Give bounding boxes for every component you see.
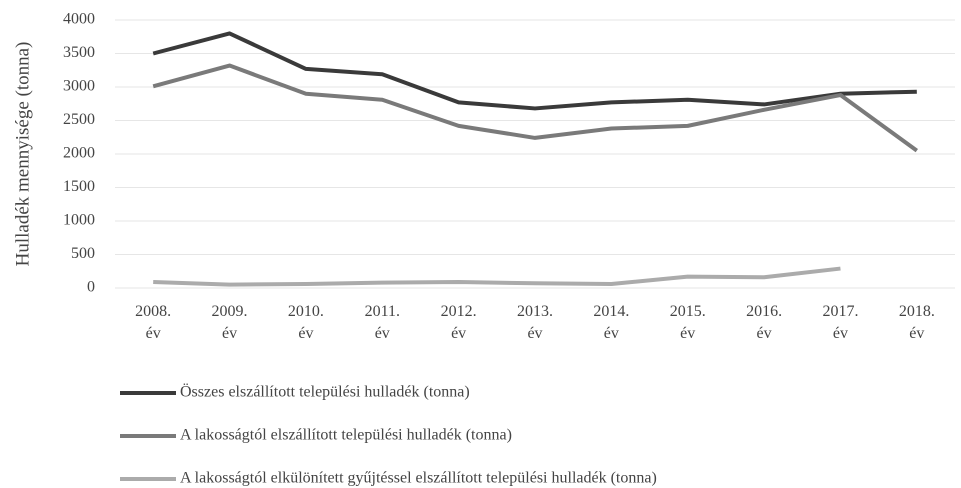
legend-label: A lakosságtól elszállított települési hu…	[180, 427, 512, 444]
x-tick-label: 2017. év	[822, 303, 858, 342]
y-tick-label: 1000	[63, 212, 95, 229]
x-tick-label: 2011. év	[365, 303, 400, 342]
x-tick-label: 2015. év	[670, 303, 706, 342]
y-tick-label: 4000	[63, 11, 95, 28]
y-tick-label: 2500	[63, 111, 95, 128]
x-tick-label: 2014. év	[593, 303, 629, 342]
y-tick-label: 3000	[63, 78, 95, 95]
x-tick-label: 2009. év	[212, 303, 248, 342]
x-tick-label: 2012. év	[441, 303, 477, 342]
y-tick-label: 3500	[63, 44, 95, 61]
y-tick-label: 0	[87, 279, 95, 296]
x-tick-label: 2013. év	[517, 303, 553, 342]
x-tick-label: 2016. év	[746, 303, 782, 342]
y-tick-label: 2000	[63, 145, 95, 162]
x-tick-label: 2008. év	[135, 303, 171, 342]
line-series	[153, 266, 841, 287]
legend-label: A lakosságtól elkülönített gyűjtéssel el…	[180, 470, 657, 487]
y-tick-label: 500	[71, 245, 95, 262]
x-tick-label: 2018. év	[899, 303, 935, 342]
x-tick-label: 2010. év	[288, 303, 324, 342]
y-axis-label: Hulladék mennyisége (tonna)	[12, 42, 33, 267]
legend-label: Összes elszállított települési hulladék …	[180, 383, 470, 401]
line-series	[152, 63, 918, 153]
y-tick-label: 1500	[63, 178, 95, 195]
line-series	[152, 31, 917, 111]
